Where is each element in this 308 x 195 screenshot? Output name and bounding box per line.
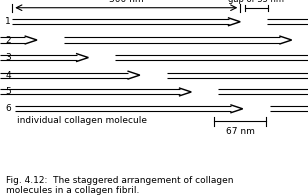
Text: 67 nm: 67 nm: [226, 127, 255, 136]
Text: individual collagen molecule: individual collagen molecule: [17, 116, 147, 125]
Text: 6: 6: [5, 104, 11, 113]
Text: Fig. 4.12:  The staggered arrangement of collagen
molecules in a collagen fibril: Fig. 4.12: The staggered arrangement of …: [6, 176, 234, 195]
Text: gap of 35 nm: gap of 35 nm: [229, 0, 284, 4]
Text: 5: 5: [5, 88, 11, 97]
Text: 3: 3: [5, 53, 11, 62]
Text: 2: 2: [5, 35, 11, 44]
Text: 4: 4: [5, 71, 11, 80]
Text: 300 nm: 300 nm: [109, 0, 144, 4]
Text: 1: 1: [5, 17, 11, 26]
